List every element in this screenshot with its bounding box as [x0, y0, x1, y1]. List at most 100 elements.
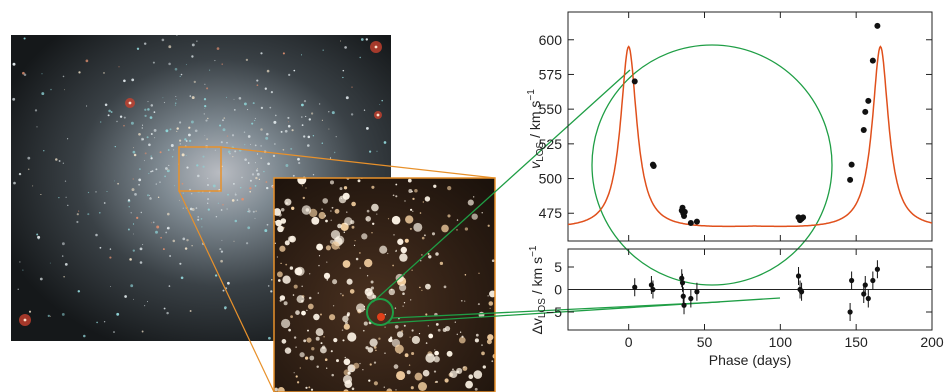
inset-star: [330, 350, 333, 353]
residual-point: [681, 302, 687, 308]
inset-star: [491, 259, 495, 263]
x-axis-label: Phase (days): [709, 352, 791, 368]
inset-star: [359, 267, 362, 269]
inset-star: [354, 239, 356, 242]
inset-star: [280, 262, 282, 265]
cluster-star: [143, 160, 145, 162]
cluster-star: [290, 147, 293, 150]
zoom-line-bottom: [178, 190, 275, 392]
top-ticks: 475 500 525 550 575 600: [539, 12, 933, 241]
cluster-star: [300, 54, 303, 56]
inset-star: [321, 208, 323, 210]
inset-star: [284, 198, 292, 206]
target-star-marker: [377, 313, 385, 321]
cluster-star: [247, 226, 251, 230]
inset-star: [350, 220, 355, 225]
cluster-star: [139, 261, 143, 264]
cluster-star: [151, 222, 153, 224]
inset-star: [433, 184, 437, 188]
inset-star: [355, 257, 359, 261]
rv-point: [650, 163, 657, 170]
cluster-star: [174, 185, 176, 187]
cluster-star: [220, 250, 224, 253]
inset-star: [368, 379, 371, 382]
residual-point: [650, 286, 656, 293]
cluster-star: [179, 121, 182, 124]
inset-star: [464, 300, 466, 302]
cluster-star: [310, 112, 314, 115]
cluster-star: [47, 314, 50, 318]
cluster-star: [297, 157, 300, 161]
inset-star: [411, 351, 415, 356]
cluster-star: [234, 193, 237, 196]
cluster-star: [252, 102, 255, 105]
cluster-star: [243, 102, 247, 106]
cluster-star: [167, 212, 170, 216]
inset-star: [402, 292, 405, 295]
cluster-star: [184, 247, 188, 250]
inset-star: [372, 222, 375, 225]
cluster-star: [254, 120, 256, 122]
inset-star: [370, 280, 374, 284]
cluster-star: [381, 99, 383, 102]
cluster-star: [150, 155, 152, 157]
cluster-star: [258, 178, 261, 181]
cluster-star: [40, 193, 42, 196]
cluster-star: [212, 184, 216, 188]
inset-star: [371, 185, 375, 189]
inset-star: [322, 198, 329, 204]
cluster-star: [271, 279, 273, 281]
cluster-star: [138, 168, 141, 171]
inset-star: [370, 286, 374, 290]
cluster-star: [132, 223, 135, 225]
inset-star: [419, 212, 422, 214]
cluster-star: [151, 170, 154, 173]
cluster-star: [236, 199, 239, 201]
inset-star: [336, 359, 339, 363]
cluster-star: [264, 87, 267, 90]
inset-star: [387, 218, 390, 220]
cluster-star: [205, 119, 208, 122]
inset-star: [488, 301, 494, 306]
cluster-star: [148, 143, 151, 147]
inset-star: [293, 336, 297, 339]
cluster-star: [206, 87, 209, 90]
cluster-star: [99, 246, 102, 249]
cluster-star: [260, 145, 262, 147]
inset-star: [386, 388, 393, 392]
cluster-star: [179, 75, 181, 78]
inset-star: [454, 321, 456, 323]
cluster-star: [207, 208, 210, 211]
bottom-ytick-label: 5: [554, 259, 562, 275]
cluster-star: [110, 286, 112, 288]
inset-star: [395, 195, 398, 198]
inset-star: [363, 321, 368, 326]
inset-star: [316, 365, 319, 368]
inset-star: [411, 335, 420, 344]
inset-star: [308, 386, 311, 389]
cluster-star: [221, 239, 223, 241]
inset-star: [371, 231, 373, 234]
cluster-star: [138, 132, 141, 136]
rv-point: [681, 208, 688, 215]
cluster-star: [67, 138, 69, 140]
inset-star: [310, 388, 314, 391]
inset-star: [323, 272, 331, 280]
inset-star: [369, 338, 378, 347]
cluster-star: [118, 66, 120, 68]
inset-star: [388, 337, 393, 343]
inset-star: [274, 242, 276, 244]
cluster-star: [244, 143, 246, 146]
inset-star: [394, 344, 404, 354]
top-ytick-label: 475: [539, 205, 563, 221]
cluster-star: [260, 106, 264, 110]
cluster-star: [78, 71, 81, 74]
inset-star: [456, 367, 463, 374]
cluster-star: [149, 197, 152, 200]
cluster-star: [226, 135, 229, 137]
cluster-star: [191, 55, 194, 58]
cluster-star: [134, 193, 137, 196]
cluster-star: [144, 305, 146, 307]
cluster-star: [312, 135, 315, 137]
